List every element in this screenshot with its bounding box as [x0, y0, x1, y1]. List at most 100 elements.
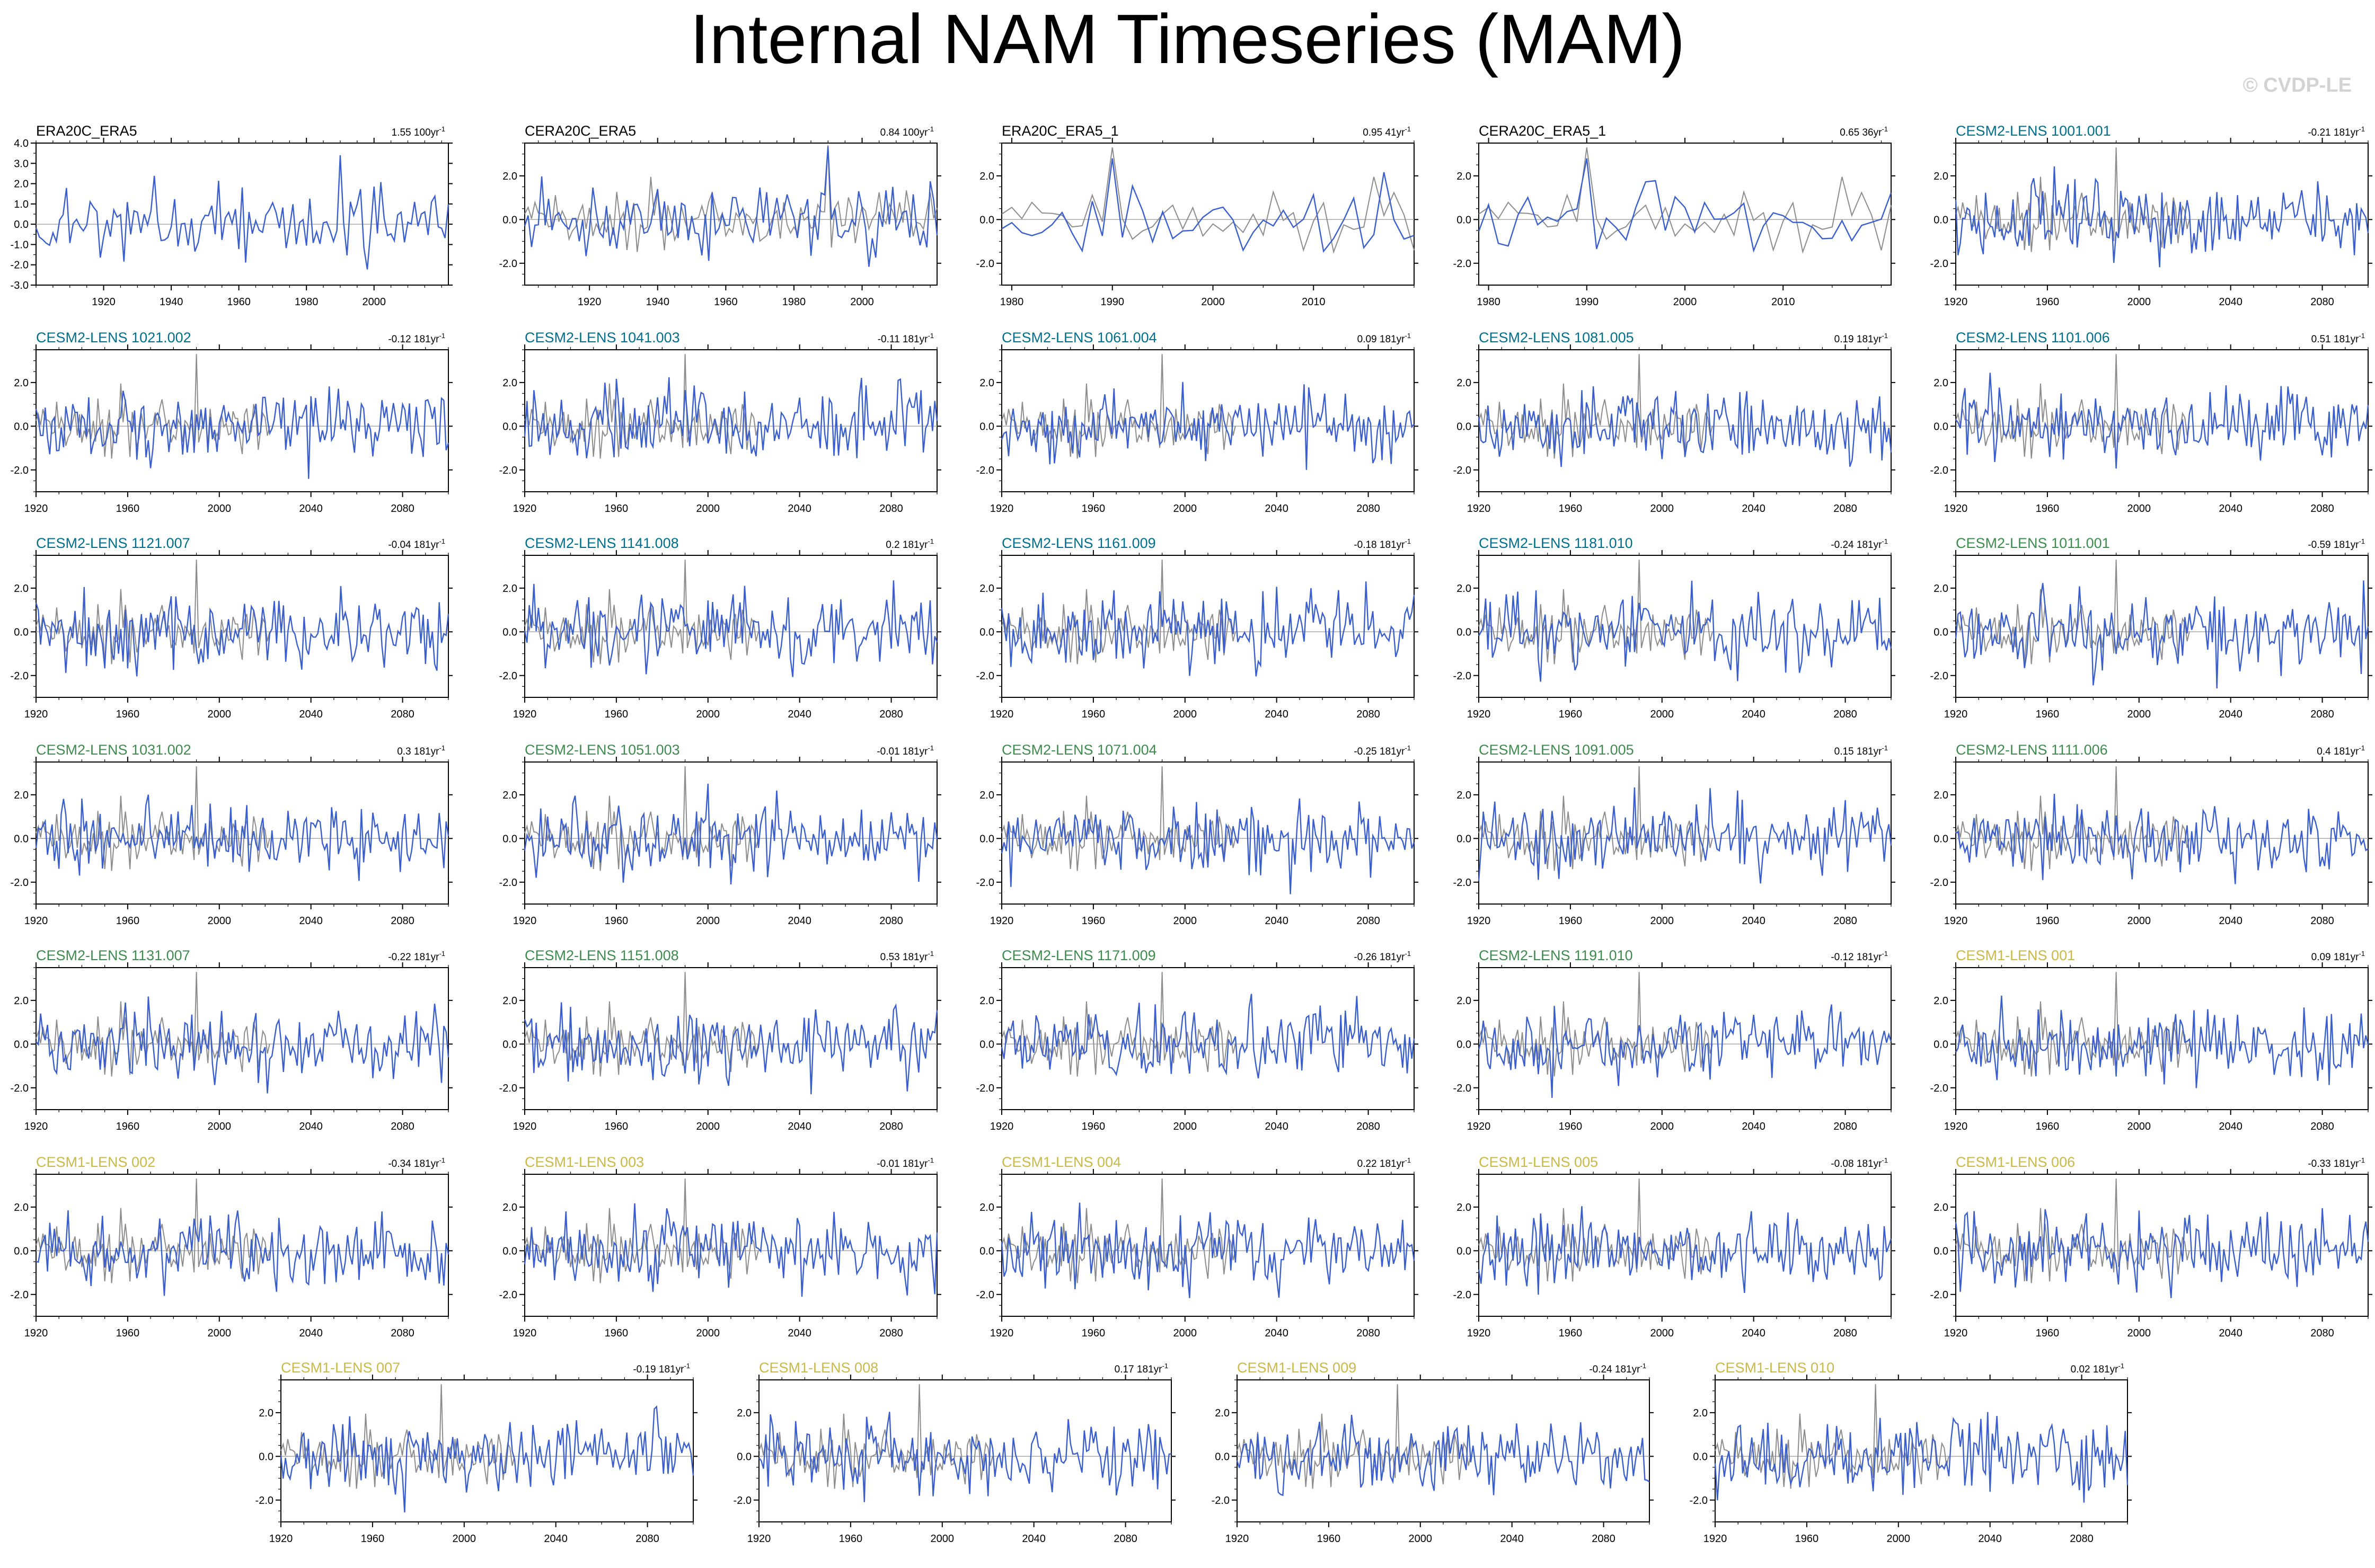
x-tick-label: 2000	[1201, 296, 1225, 308]
y-tick-label: 0.0	[979, 626, 994, 638]
page-title: Internal NAM Timeseries (MAM)	[690, 0, 1685, 78]
y-tick-label: 2.0	[502, 171, 517, 182]
x-tick-label: 1920	[1467, 708, 1491, 720]
plot-frame	[36, 143, 449, 286]
x-tick-label: 2000	[696, 503, 720, 515]
panel-trend: 0.3 181yr-1	[397, 744, 445, 757]
y-tick-label: 0.0	[502, 1245, 517, 1257]
series-line	[35, 586, 449, 677]
y-tick-label: 0.0	[1933, 626, 1948, 638]
y-tick-label: -2.0	[976, 465, 994, 476]
y-tick-label: 0.0	[737, 1451, 752, 1463]
panel-cera20c-era5: CERA20C_ERA5 0.84 100yr-1 2.0 0.0 -2.0 1920 19…	[499, 123, 941, 308]
y-tick-label: 0.0	[502, 1039, 517, 1050]
y-tick-label: -2.0	[976, 1289, 994, 1301]
y-tick-label: 2.0	[737, 1407, 752, 1419]
panel-trend: -0.26 181yr-1	[1354, 950, 1411, 963]
panel-trend: 0.2 181yr-1	[886, 537, 934, 551]
panel-cesm2-lens-1061-004: CESM2-LENS 1061.004 0.09 181yr-1 2.0 0.0 -2.…	[976, 330, 1418, 515]
panel-title: CESM2-LENS 1161.009	[1002, 535, 1156, 551]
observed-series-line	[1478, 1179, 1713, 1283]
panel-trend: -0.18 181yr-1	[1354, 537, 1411, 551]
panel-trend: -0.11 181yr-1	[878, 332, 934, 345]
series-line	[1478, 1206, 1892, 1295]
panel-trend: -0.21 181yr-1	[2308, 125, 2365, 138]
y-tick-label: -2.0	[976, 1083, 994, 1094]
series-line	[36, 996, 449, 1094]
series-line	[1236, 1414, 1650, 1496]
x-tick-label: 1980	[1477, 296, 1500, 308]
y-tick-label: 0.0	[979, 1245, 994, 1257]
x-tick-label: 1960	[116, 503, 140, 515]
observed-series-line	[1955, 1179, 2190, 1283]
observed-series-line	[524, 1179, 759, 1283]
x-tick-label: 1980	[295, 296, 319, 308]
panel-title: CESM2-LENS 1191.010	[1479, 947, 1633, 963]
y-tick-label: 0.0	[979, 833, 994, 845]
y-tick-label: -2.0	[499, 1289, 517, 1301]
x-tick-label: 2000	[1173, 915, 1197, 927]
x-tick-label: 2080	[391, 1327, 414, 1339]
x-tick-label: 2080	[2310, 708, 2334, 720]
x-tick-label: 1920	[990, 1327, 1014, 1339]
x-tick-label: 2080	[1833, 1327, 1857, 1339]
y-tick-label: 2.0	[14, 1202, 29, 1213]
plot-frame	[1478, 967, 1892, 1110]
x-tick-label: 1920	[92, 296, 116, 308]
observed-series-line	[524, 972, 759, 1077]
series-line	[280, 1405, 694, 1513]
x-tick-label: 1920	[24, 1327, 48, 1339]
y-tick-label: 0.0	[979, 421, 994, 432]
panel-title: CESM2-LENS 1021.002	[36, 330, 191, 346]
panel-cesm2-lens-1001-001: CESM2-LENS 1001.001 -0.21 181yr-1 2.0 0.0 -2…	[1930, 123, 2372, 308]
plot-frame	[1001, 555, 1415, 698]
x-tick-label: 2080	[2310, 1121, 2334, 1132]
series-line	[1001, 1202, 1415, 1298]
x-tick-label: 2080	[879, 1327, 903, 1339]
x-tick-label: 1960	[1082, 503, 1106, 515]
panel-trend: 0.51 181yr-1	[2311, 332, 2365, 345]
observed-series-line	[1478, 972, 1713, 1077]
observed-series-line	[1715, 1384, 1949, 1489]
y-tick-label: 0.0	[1456, 421, 1471, 432]
panel-cesm2-lens-1171-009: CESM2-LENS 1171.009 -0.26 181yr-1 2.0 0.0 -2…	[976, 947, 1418, 1132]
panel-title: CESM1-LENS 009	[1237, 1360, 1356, 1376]
x-tick-label: 2040	[2219, 503, 2242, 515]
series-line	[35, 386, 449, 479]
x-tick-label: 2000	[208, 1327, 232, 1339]
x-tick-label: 2000	[1409, 1533, 1433, 1545]
panel-cesm2-lens-1191-010: CESM2-LENS 1191.010 -0.12 181yr-1 2.0 0.0 -2…	[1453, 947, 1895, 1132]
y-tick-label: 2.0	[14, 995, 29, 1007]
x-tick-label: 1960	[227, 296, 251, 308]
y-tick-label: 0.0	[1456, 214, 1471, 226]
series-line	[1955, 794, 2369, 884]
x-tick-label: 2040	[299, 1121, 323, 1132]
x-tick-label: 2080	[1356, 503, 1380, 515]
plot-frame	[1478, 349, 1892, 492]
y-tick-label: 2.0	[1456, 790, 1471, 801]
x-tick-label: 2040	[2219, 296, 2242, 308]
x-tick-label: 1920	[24, 1121, 48, 1132]
panel-trend: 0.22 181yr-1	[1357, 1156, 1411, 1170]
y-tick-label: -2.0	[1930, 877, 1948, 889]
panel-trend: -0.12 181yr-1	[1831, 950, 1888, 963]
y-tick-label: -2.0	[11, 260, 29, 271]
x-tick-label: 1920	[990, 1121, 1014, 1132]
x-tick-label: 1920	[24, 915, 48, 927]
observed-series-line	[524, 766, 759, 871]
y-tick-label: 0.0	[979, 1039, 994, 1050]
x-tick-label: 2080	[391, 1121, 414, 1132]
y-tick-label: 0.0	[1933, 1245, 1948, 1257]
panel-title: CESM2-LENS 1001.001	[1956, 123, 2111, 139]
panel-cesm2-lens-1111-006: CESM2-LENS 1111.006 0.4 181yr-1 2.0 0.0 -2.0…	[1930, 742, 2372, 927]
x-tick-label: 1920	[747, 1533, 771, 1545]
x-tick-label: 1960	[2036, 296, 2060, 308]
panel-cesm1-lens-006: CESM1-LENS 006 -0.33 181yr-1 2.0 0.0 -2.0 192…	[1930, 1154, 2372, 1339]
y-tick-label: 0.0	[259, 1451, 273, 1463]
x-tick-label: 1960	[605, 1327, 629, 1339]
x-tick-label: 2000	[696, 1121, 720, 1132]
panel-title: CESM1-LENS 004	[1002, 1154, 1121, 1170]
x-tick-label: 1960	[605, 503, 629, 515]
x-tick-label: 1990	[1575, 296, 1599, 308]
